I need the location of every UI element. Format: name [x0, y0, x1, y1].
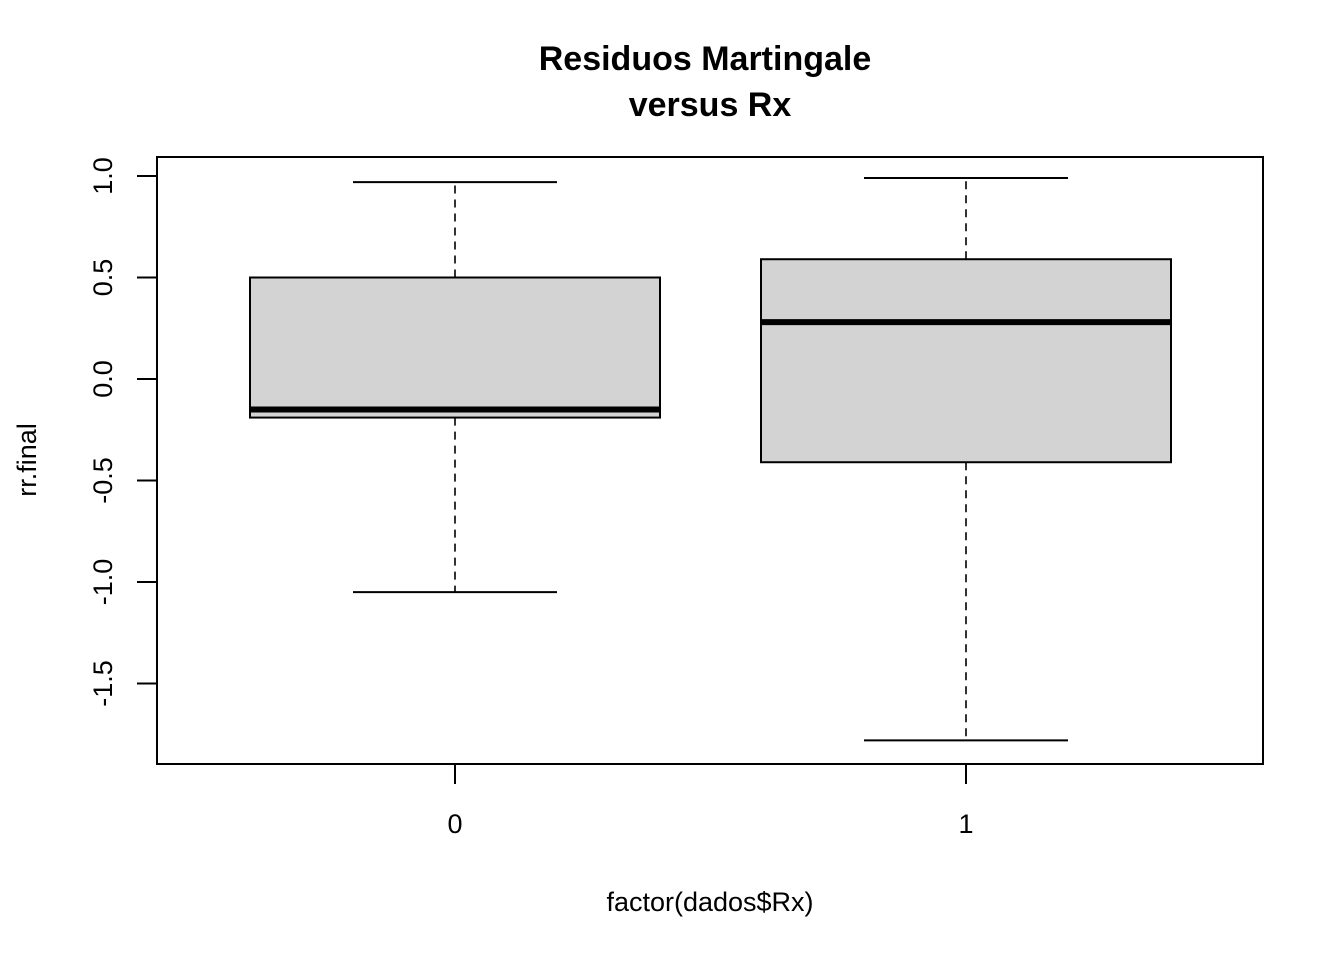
boxes-group	[249, 177, 1172, 742]
x-tick-label: 0	[447, 809, 462, 839]
y-axis-label: rr.final	[12, 423, 42, 497]
x-tick-label: 1	[958, 809, 973, 839]
box-iqr	[760, 258, 1172, 464]
chart-title-line-2: versus Rx	[629, 86, 792, 124]
chart-title-line-1: Residuos Martingale	[539, 40, 872, 78]
plot-frame	[156, 156, 1264, 765]
box-iqr	[249, 276, 661, 419]
y-tick-label: 0.5	[88, 259, 118, 297]
y-tick-label: -1.0	[88, 559, 118, 606]
y-tick-label: 1.0	[88, 157, 118, 195]
y-axis: -1.5 -1.0 -0.5 0.0 0.5 1.0	[88, 157, 157, 707]
x-axis-label: factor(dados$Rx)	[606, 887, 813, 917]
y-tick-label: 0.0	[88, 360, 118, 398]
y-tick-label: -0.5	[88, 457, 118, 504]
y-tick-label: -1.5	[88, 660, 118, 707]
